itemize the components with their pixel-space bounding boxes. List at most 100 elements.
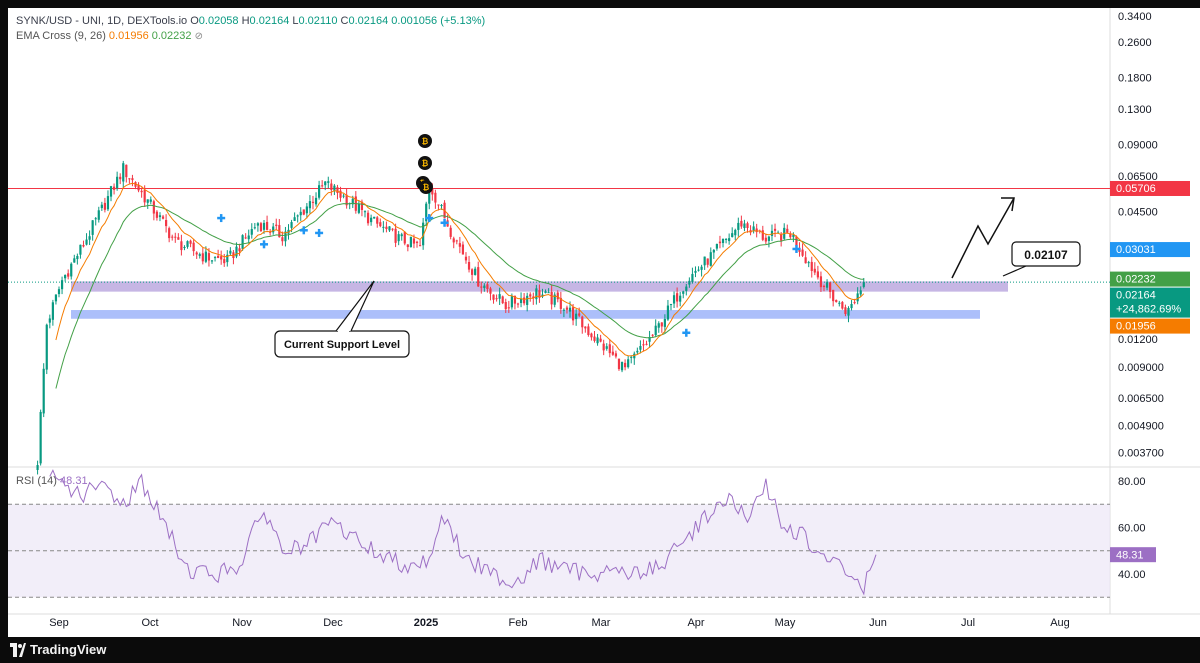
candle-body <box>385 226 388 230</box>
candle <box>373 216 376 219</box>
event-flag-icon[interactable]: ₿ <box>418 134 432 148</box>
candle-body <box>571 307 575 321</box>
candle-body <box>786 228 789 233</box>
rsi-band <box>8 504 1110 598</box>
candle <box>213 256 217 262</box>
candle-body <box>694 270 697 273</box>
candle-body <box>513 295 517 304</box>
candle <box>180 234 183 256</box>
candle <box>685 283 688 296</box>
candle-body <box>293 217 296 221</box>
candle <box>131 174 134 187</box>
candle-body <box>568 307 572 312</box>
candle <box>829 281 832 299</box>
candle <box>526 292 529 312</box>
candle <box>721 238 725 248</box>
candle <box>311 195 315 210</box>
rsi-tick-label: 40.00 <box>1118 569 1146 581</box>
candle-body <box>91 220 94 235</box>
candle <box>682 290 685 299</box>
candle-body <box>575 313 578 320</box>
candle <box>819 271 823 292</box>
candle <box>492 294 495 304</box>
candle <box>624 359 627 371</box>
candle-body <box>764 237 767 242</box>
candle <box>495 294 498 302</box>
candle-body <box>477 267 480 287</box>
candle <box>728 233 731 245</box>
candle-body <box>94 218 97 220</box>
candle-body <box>290 222 293 228</box>
candle-body <box>262 222 266 230</box>
candle-body <box>789 233 792 238</box>
eye-off-icon[interactable]: ⊘ <box>194 31 203 42</box>
candle <box>229 247 232 257</box>
candle <box>648 330 651 348</box>
candle-body <box>516 303 520 305</box>
candle <box>712 249 715 259</box>
support-zone-lower <box>71 310 980 319</box>
event-flag-icon[interactable]: ₿ <box>418 156 432 170</box>
candle <box>308 195 312 214</box>
ema-cross-marker <box>425 214 434 223</box>
candle-body <box>578 313 581 316</box>
candle-body <box>256 223 259 226</box>
candle-body <box>345 194 348 206</box>
candle <box>79 244 82 259</box>
candle-body <box>792 234 795 238</box>
candle <box>406 244 409 252</box>
candle <box>633 351 636 365</box>
candle <box>844 304 847 317</box>
footer-bar: TradingView <box>0 637 1200 663</box>
candle <box>357 201 360 215</box>
candle <box>140 187 143 198</box>
ema-cross-marker <box>299 226 308 235</box>
candle <box>409 236 412 248</box>
candle <box>602 339 605 356</box>
candle <box>269 229 272 236</box>
candle <box>333 184 336 196</box>
ema-cross-marker <box>682 328 691 337</box>
candle-body <box>645 343 648 345</box>
candle-body <box>599 338 602 342</box>
candle <box>125 164 128 183</box>
candle-body <box>795 236 798 247</box>
candle-body <box>431 187 434 195</box>
candle <box>501 295 504 305</box>
candle <box>60 276 64 295</box>
candle <box>587 323 590 337</box>
candle <box>244 233 247 240</box>
candle <box>418 240 422 247</box>
candle-body <box>547 292 550 294</box>
candle <box>403 231 406 246</box>
candle <box>345 188 348 209</box>
candle <box>596 333 599 346</box>
candle-body <box>841 302 844 309</box>
chart-card: ₿₿₿₿ 0.34000.26000.18000.13000.090000.06… <box>8 8 1200 637</box>
candle-body <box>186 241 189 247</box>
candle-body <box>412 238 416 244</box>
ohlc-c: C0.02164 <box>337 15 389 27</box>
candle-body <box>492 294 495 300</box>
candle <box>253 222 256 230</box>
candle <box>247 229 250 244</box>
candle-body <box>688 280 691 285</box>
candle-body <box>746 223 749 229</box>
candle-body <box>67 273 70 277</box>
price-chart[interactable]: ₿₿₿₿ 0.34000.26000.18000.13000.090000.06… <box>8 8 1200 637</box>
candle-body <box>149 199 152 202</box>
event-flag-icon[interactable]: ₿ <box>419 180 433 194</box>
candle-body <box>651 334 654 336</box>
candle <box>581 315 584 334</box>
candle <box>57 286 61 298</box>
candle-body <box>816 271 819 278</box>
candle <box>155 210 159 221</box>
candle-body <box>143 189 146 203</box>
candle <box>149 196 152 205</box>
ema-cross-marker <box>217 214 226 223</box>
candle-body <box>850 303 853 309</box>
candle <box>370 214 373 226</box>
candle <box>706 258 709 268</box>
candle-body <box>755 228 758 233</box>
candle-body <box>259 223 263 232</box>
